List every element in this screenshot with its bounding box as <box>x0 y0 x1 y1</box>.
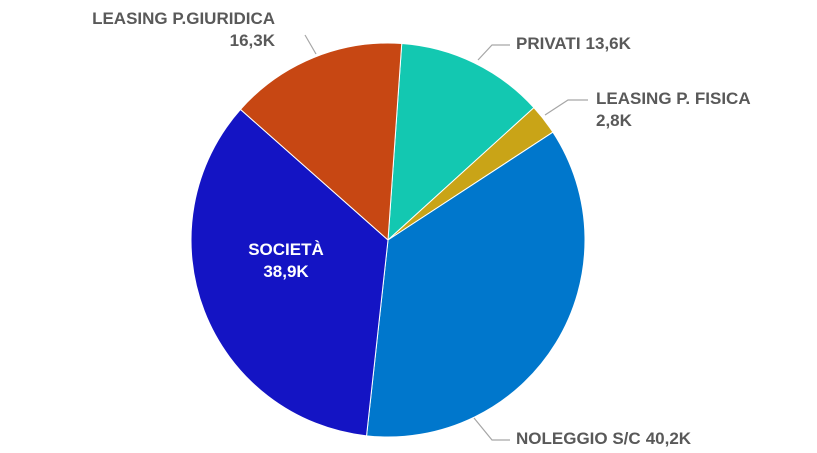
category-label: LEASING P.GIURIDICA <box>92 9 275 28</box>
slice-label: LEASING P. FISICA 2,8K <box>596 89 751 130</box>
value-label: 38,9K <box>263 262 309 281</box>
leader-line <box>544 99 588 116</box>
value-label: 40,2K <box>646 429 692 448</box>
category-label: PRIVATI <box>516 34 581 53</box>
slice-label: SOCIETÀ 38,9K <box>248 240 324 281</box>
category-label: LEASING P. FISICA <box>596 89 751 108</box>
value-label: 16,3K <box>230 31 276 50</box>
category-label: SOCIETÀ <box>248 240 324 259</box>
pie-slice <box>190 108 389 437</box>
pie-slice <box>239 42 403 242</box>
pie-slice <box>387 42 535 242</box>
leader-line <box>477 44 510 61</box>
slice-label: NOLEGGIO S/C 40,2K <box>516 429 692 448</box>
slice-label: PRIVATI 13,6K <box>516 34 632 53</box>
slice-label: LEASING P.GIURIDICA 16,3K <box>92 9 276 50</box>
value-label: 13,6K <box>586 34 632 53</box>
value-label: 2,8K <box>596 111 633 130</box>
leader-line <box>473 417 510 441</box>
category-label: NOLEGGIO S/C <box>516 429 641 448</box>
leader-line <box>304 34 317 55</box>
pie-slice <box>365 131 586 438</box>
